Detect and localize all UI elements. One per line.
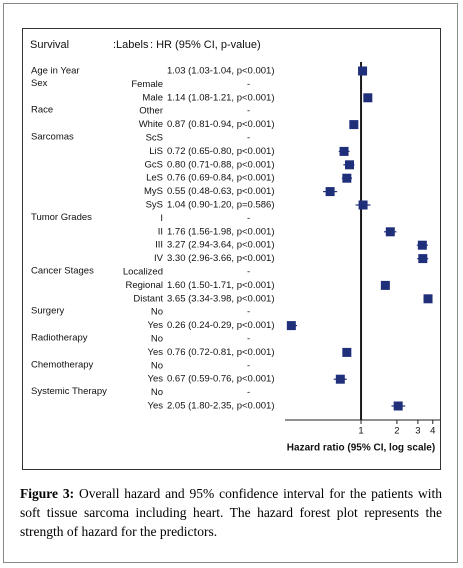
hr-point	[335, 374, 345, 384]
hr-point	[363, 93, 373, 103]
group-label: Age in Year	[31, 66, 80, 77]
hr-text: -	[247, 79, 250, 90]
group-label: Chemotherapy	[31, 359, 94, 370]
level-label: SyS	[146, 200, 163, 211]
hr-point	[380, 280, 390, 290]
hr-point	[358, 66, 368, 76]
hr-point	[423, 294, 433, 304]
hr-text: -	[247, 307, 250, 318]
hr-text: 0.87 (0.81-0.94, p<0.001)	[167, 119, 274, 130]
hr-text: 0.76 (0.69-0.84, p<0.001)	[167, 173, 274, 184]
level-label: No	[151, 307, 163, 318]
group-label: Systemic Therapy	[31, 386, 107, 397]
group-label: Tumor Grades	[31, 212, 92, 223]
hr-point	[418, 254, 428, 264]
hr-point	[342, 347, 352, 357]
hr-text: 1.76 (1.56-1.98, p<0.001)	[167, 226, 274, 237]
caption: Figure 3: Overall hazard and 95% confide…	[20, 484, 442, 541]
hr-text: 3.65 (3.34-3.98, p<0.001)	[167, 293, 274, 304]
x-tick-label: 1	[358, 426, 363, 437]
level-label: No	[151, 387, 163, 398]
hr-text: 3.30 (2.96-3.66, p<0.001)	[167, 253, 274, 264]
header-hr: : HR (95% CI, p-value)	[150, 39, 261, 51]
level-label: ScS	[146, 133, 163, 144]
level-label: Male	[142, 92, 163, 103]
hr-text: 0.72 (0.65-0.80, p<0.001)	[167, 146, 274, 157]
hr-text: 0.80 (0.71-0.88, p<0.001)	[167, 159, 274, 170]
hr-point	[344, 160, 354, 170]
level-label: Yes	[148, 320, 164, 331]
hr-text: -	[247, 106, 250, 117]
hr-text: 0.26 (0.24-0.29, p<0.001)	[167, 320, 274, 331]
group-label: Radiotherapy	[31, 333, 88, 344]
hr-point	[417, 240, 427, 250]
level-label: Other	[139, 106, 163, 117]
hr-point	[349, 120, 359, 130]
hr-text: -	[247, 334, 250, 345]
level-label: GcS	[145, 159, 163, 170]
hr-text: 1.60 (1.50-1.71, p<0.001)	[167, 280, 274, 291]
x-tick-label: 2	[394, 426, 399, 437]
x-tick-label: 4	[430, 426, 435, 437]
hr-text: -	[247, 360, 250, 371]
hr-text: -	[247, 133, 250, 144]
group-label: Sex	[31, 78, 48, 89]
hr-text: -	[247, 387, 250, 398]
level-label: MyS	[144, 186, 163, 197]
level-label: Yes	[148, 347, 164, 358]
hr-text: 3.27 (2.94-3.64, p<0.001)	[167, 240, 274, 251]
hr-text: 1.03 (1.03-1.04, p<0.001)	[167, 66, 274, 77]
level-label: Female	[131, 79, 163, 90]
level-label: Yes	[148, 401, 164, 412]
hr-point	[358, 200, 368, 210]
hr-text: 2.05 (1.80-2.35, p<0.001)	[167, 401, 274, 412]
figure-frame	[3, 3, 458, 563]
header-survival: Survival	[30, 39, 69, 51]
group-label: Surgery	[31, 306, 65, 317]
hr-point	[286, 321, 296, 331]
caption-text: Overall hazard and 95% confidence interv…	[20, 486, 443, 539]
hr-text: 0.76 (0.72-0.81, p<0.001)	[167, 347, 274, 358]
x-axis-label: Hazard ratio (95% CI, log scale)	[287, 443, 435, 454]
hr-point	[342, 173, 352, 183]
level-label: II	[158, 226, 163, 237]
caption-label: Figure 3:	[20, 486, 75, 501]
level-label: White	[139, 119, 163, 130]
figure-box	[22, 28, 441, 470]
level-label: Distant	[133, 293, 163, 304]
hr-text: -	[247, 267, 250, 278]
hr-text: 1.04 (0.90-1.20, p=0.586)	[167, 200, 274, 211]
level-label: LiS	[149, 146, 163, 157]
x-tick-label: 3	[415, 426, 420, 437]
group-label: Sarcomas	[31, 132, 74, 143]
hr-text: 1.14 (1.08-1.21, p<0.001)	[167, 92, 274, 103]
hr-text: 0.67 (0.59-0.76, p<0.001)	[167, 374, 274, 385]
header-labels: :Labels	[113, 39, 149, 51]
group-label: Cancer Stages	[31, 266, 94, 277]
level-label: LeS	[146, 173, 163, 184]
hr-text: -	[247, 213, 250, 224]
group-label: Race	[31, 105, 53, 116]
level-label: No	[151, 360, 163, 371]
hr-point	[339, 146, 349, 156]
level-label: III	[155, 240, 163, 251]
hr-text: 0.55 (0.48-0.63, p<0.001)	[167, 186, 274, 197]
level-label: Regional	[126, 280, 164, 291]
level-label: I	[160, 213, 163, 224]
level-label: Yes	[148, 374, 164, 385]
chart: Survival :Labels : HR (95% CI, p-value) …	[30, 39, 440, 454]
level-label: Localized	[123, 267, 163, 278]
level-label: No	[151, 334, 163, 345]
level-label: IV	[154, 253, 164, 264]
hr-point	[385, 227, 395, 237]
hr-point	[393, 401, 403, 411]
hr-point	[325, 187, 335, 197]
